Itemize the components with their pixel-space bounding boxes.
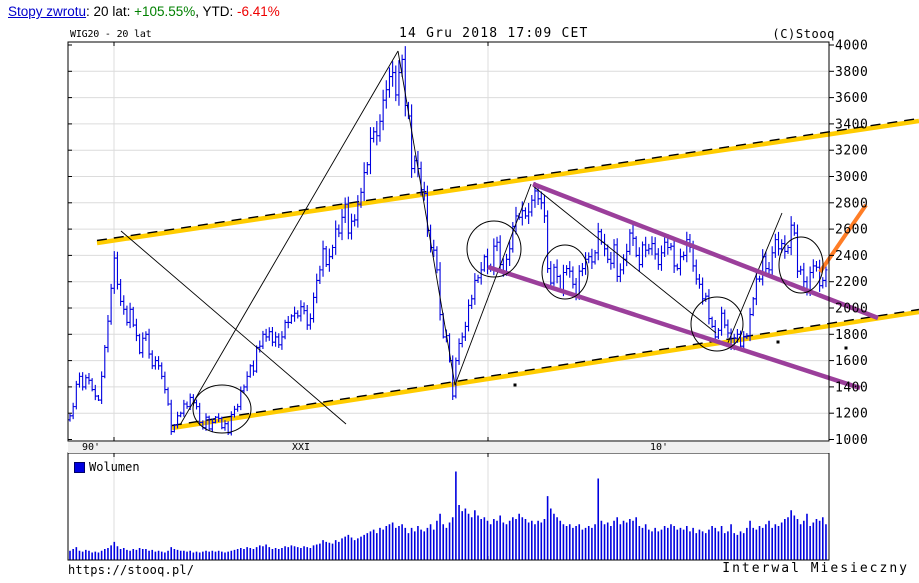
y-axis-label: 4000 xyxy=(835,39,868,54)
chart-datetime: 14 Gru 2018 17:09 CET xyxy=(399,26,589,41)
y-axis-label: 1600 xyxy=(835,354,868,369)
y-axis-label: 3800 xyxy=(835,65,868,80)
returns-bar: Stopy zwrotu: 20 lat: +105.55%, YTD: -6.… xyxy=(8,4,280,19)
orange-trendline xyxy=(818,203,868,274)
y-axis-label: 2800 xyxy=(835,196,868,211)
x-axis-label: 10' xyxy=(649,442,669,453)
x-axis-label: XXI xyxy=(291,442,311,453)
panel-frames xyxy=(67,41,830,561)
purple-trendlines xyxy=(487,181,879,391)
chart-title: WIG20 - 20 lat xyxy=(70,29,152,40)
y-axis-label: 2400 xyxy=(835,249,868,264)
price-series xyxy=(68,46,828,436)
y-axis-label: 2600 xyxy=(835,223,868,238)
returns-20y-label: : 20 lat: xyxy=(86,4,135,19)
y-axis-label: 3000 xyxy=(835,170,868,185)
y-axis-label: 3200 xyxy=(835,144,868,159)
volume-legend-label: Wolumen xyxy=(89,460,140,474)
y-axis-label: 2000 xyxy=(835,302,868,317)
volume-series xyxy=(69,471,827,560)
gridlines xyxy=(69,43,828,559)
y-axis-label: 1000 xyxy=(835,433,868,448)
zigzag-trendlines xyxy=(120,50,783,426)
annotation-marks xyxy=(513,340,848,387)
y-axis-label: 3600 xyxy=(835,91,868,106)
returns-ytd-label: , YTD: xyxy=(195,4,238,19)
returns-20y-value: +105.55% xyxy=(134,4,196,19)
interval-label: Interwal Miesieczny xyxy=(722,561,909,576)
returns-link[interactable]: Stopy zwrotu xyxy=(8,4,87,19)
y-axis-label: 1200 xyxy=(835,407,868,422)
y-axis-label: 1800 xyxy=(835,328,868,343)
y-axis-label: 3400 xyxy=(835,117,868,132)
chart-copyright: (C)Stooq xyxy=(772,27,835,41)
y-axis-label: 1400 xyxy=(835,380,868,395)
volume-legend-swatch xyxy=(74,461,85,473)
annotation-circles xyxy=(192,220,824,434)
x-axis-label: 90' xyxy=(81,442,101,453)
y-axis-labels: 4000 3800 3600 3400 3200 3000 2800 2600 2400 2200… xyxy=(835,39,868,449)
channel-trendlines xyxy=(96,117,919,431)
site-url[interactable]: https://stooq.pl/ xyxy=(68,563,195,577)
y-axis-label: 2200 xyxy=(835,275,868,290)
returns-ytd-value: -6.41% xyxy=(237,4,280,19)
volume-legend: Wolumen xyxy=(74,460,140,474)
axis-ticks xyxy=(68,42,834,560)
x-axis-strip: 90' XXI 10' xyxy=(68,442,830,453)
